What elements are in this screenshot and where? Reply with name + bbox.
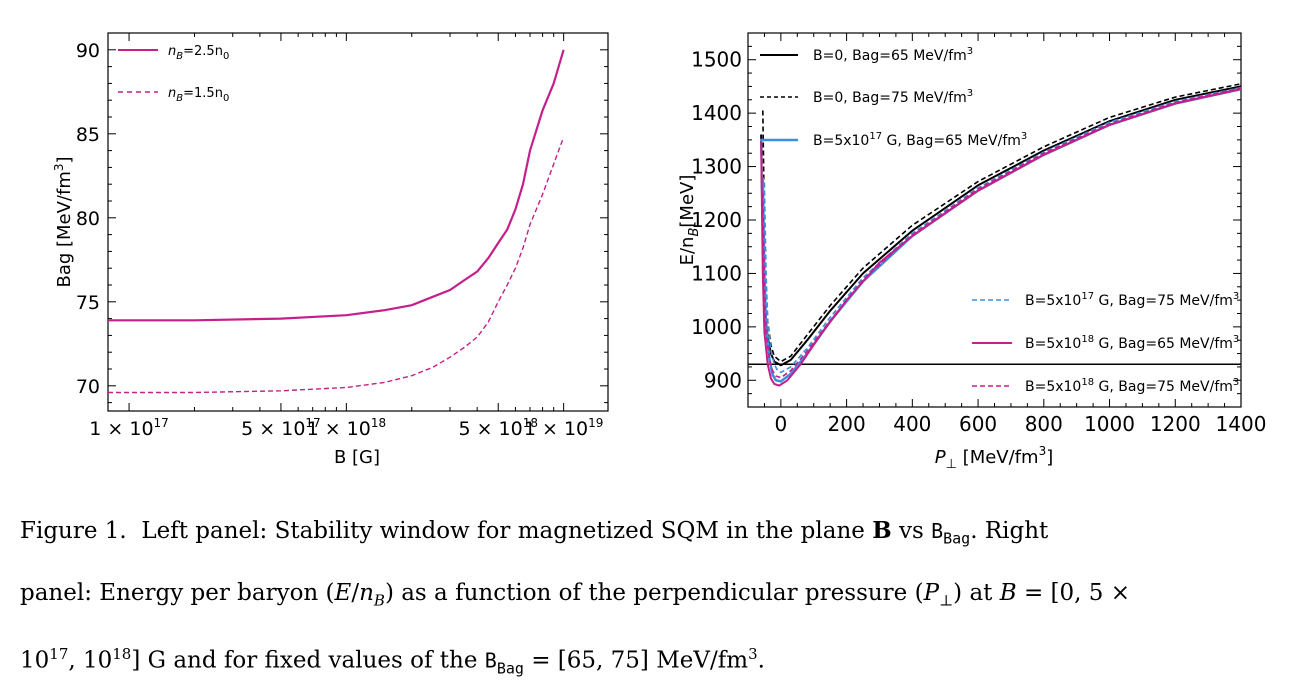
left-y-tick-label: 90 <box>76 40 100 62</box>
right-y-axis-label: E/nB[MeV] <box>677 175 702 266</box>
left-series-line-1 <box>108 49 565 322</box>
caption-math: / <box>351 579 360 606</box>
caption-math: B <box>373 591 385 610</box>
right-panel: 0 200 400 600 800 1000 1200 1400 900 1000 1100 1200… <box>677 32 1267 472</box>
caption-mono-sub: Bag <box>496 659 524 678</box>
caption-mono-b: B <box>931 519 944 543</box>
legend-label-right-2: B=0, Bag=75 MeV/fm3 <box>813 88 973 106</box>
left-x-axis-label: B [G] <box>334 447 380 468</box>
caption-figure-label: Figure 1. <box>20 518 127 544</box>
caption-math: B <box>999 579 1017 606</box>
right-y-tick-label: 1300 <box>691 155 742 179</box>
legend-label-left-2: nB=1.5n0 <box>168 86 229 104</box>
left-x-tick-label: 1 × 1017 <box>89 416 169 440</box>
right-x-tick-label: 200 <box>828 412 866 436</box>
right-y-tick-label: 1000 <box>691 315 742 339</box>
caption-line-3: 1017, 1018] G and for fixed values of th… <box>20 627 1280 695</box>
right-series-line-5 <box>760 88 1242 387</box>
caption-text: Left panel: Stability window for magneti… <box>141 518 873 544</box>
left-x-tick-label: 5 × 1017 <box>241 416 321 440</box>
figure-caption: Figure 1. Left panel: Stability window f… <box>20 504 1280 695</box>
right-x-tick-label: 600 <box>959 412 997 436</box>
caption-text: vs <box>891 518 932 544</box>
legend-label-left-1: nB=2.5n0 <box>168 44 229 62</box>
caption-math: 17 <box>49 645 69 664</box>
right-series-line-1 <box>760 85 1242 367</box>
left-x-tick-label: 5 × 1018 <box>458 416 538 440</box>
caption-text: panel: Energy per baryon ( <box>20 579 335 606</box>
left-plot-frame <box>107 32 609 412</box>
caption-text: ) as a function of the perpendicular pre… <box>384 579 924 606</box>
right-y-tick-label: 1500 <box>691 48 742 72</box>
caption-math: E <box>334 579 352 606</box>
legend-label-right-4: B=5x1017 G, Bag=75 MeV/fm3 <box>1025 291 1239 309</box>
legend-label-right-3: B=5x1017 G, Bag=65 MeV/fm3 <box>813 131 1027 149</box>
right-series-line-4 <box>763 86 1242 374</box>
left-y-axis-label: Bag [MeV/fm3] <box>52 156 75 287</box>
caption-text: = [0, 5 × <box>1016 579 1130 606</box>
right-y-tick-label: 900 <box>704 368 742 392</box>
right-x-tick-label: 1000 <box>1084 412 1135 436</box>
right-y-tick-label: 1200 <box>691 208 742 232</box>
legend-label-right-6: B=5x1018 G, Bag=75 MeV/fm3 <box>1025 377 1239 395</box>
right-y-tick-label: 1400 <box>691 101 742 125</box>
left-y-tick-label: 85 <box>76 124 100 146</box>
caption-text: ) at <box>953 579 1000 606</box>
caption-line-1: Figure 1. Left panel: Stability window f… <box>20 504 1280 566</box>
left-x-tick-label: 1 × 1018 <box>307 416 387 440</box>
caption-math: 3 <box>748 645 758 664</box>
caption-text: . Right <box>970 518 1049 544</box>
left-series-line-2 <box>108 136 565 394</box>
right-x-tick-label: 1400 <box>1216 412 1267 436</box>
legend-label-right-1: B=0, Bag=65 MeV/fm3 <box>813 46 973 64</box>
caption-text: . <box>757 647 765 674</box>
left-y-tick-label: 75 <box>76 292 100 314</box>
right-series-line-6 <box>762 87 1242 379</box>
right-y-tick-label: 1100 <box>691 261 742 285</box>
right-series-line-2 <box>762 83 1242 363</box>
left-y-tick-label: 70 <box>76 376 100 398</box>
caption-math: n <box>359 579 374 606</box>
left-y-tick-label: 80 <box>76 208 100 230</box>
caption-mono-b: B <box>484 648 497 673</box>
caption-math: P <box>923 579 940 606</box>
caption-mono-sub: Bag <box>943 529 971 548</box>
right-x-tick-label: 1200 <box>1150 412 1201 436</box>
caption-math: 18 <box>112 645 132 664</box>
right-x-tick-label: 0 <box>774 412 787 436</box>
legend-label-right-5: B=5x1018 G, Bag=65 MeV/fm3 <box>1025 334 1239 352</box>
caption-bold-b: B <box>872 517 892 544</box>
right-x-tick-label: 800 <box>1025 412 1063 436</box>
right-x-tick-label: 400 <box>893 412 931 436</box>
caption-line-2: panel: Energy per baryon (E/nB) as a fun… <box>20 566 1280 628</box>
right-x-axis-label: P⊥ [MeV/fm3] <box>935 444 1053 472</box>
caption-math: ⊥ <box>939 591 954 610</box>
left-x-tick-label: 1 × 1019 <box>524 416 604 440</box>
